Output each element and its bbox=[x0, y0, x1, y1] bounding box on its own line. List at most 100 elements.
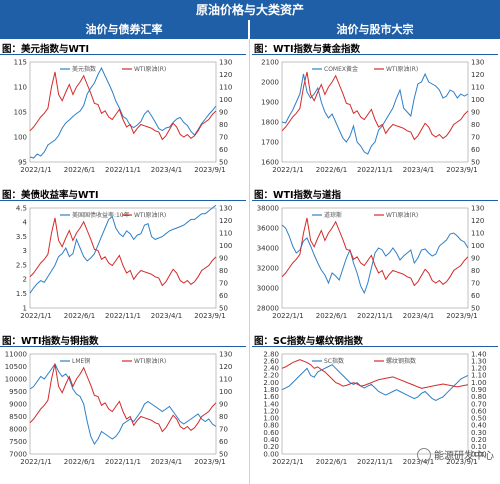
y-right-tick-label: 90 bbox=[471, 108, 480, 116]
x-tick-label: 2022/1/1 bbox=[20, 458, 51, 466]
y-left-tick-label: 1.60 bbox=[263, 393, 279, 401]
title-underline bbox=[252, 54, 498, 55]
y-left-tick-label: 0.80 bbox=[263, 422, 279, 430]
chart-treasury-wti: 1 1.5 2 2.5 3 3.5 4 4.5 50 60 70 80 90 100 110 120 130 20… bbox=[16, 204, 233, 320]
x-tick-label: 2022/1/1 bbox=[20, 166, 51, 174]
y-left-tick-label: 1900 bbox=[261, 98, 279, 106]
y-right-tick-label: 60 bbox=[471, 146, 480, 154]
legend-label: WTI原油(R) bbox=[386, 65, 418, 73]
y-right-tick-label: 100 bbox=[219, 96, 232, 104]
series-line bbox=[29, 71, 217, 141]
y-right-tick-label: 1.30 bbox=[471, 357, 487, 365]
section-header-left: 油价与债券汇率 bbox=[0, 20, 248, 39]
chart-sc-rebar: 0.000.200.400.600.801.001.201.401.601.80… bbox=[263, 350, 487, 466]
y-right-tick-label: 90 bbox=[219, 254, 228, 262]
y-right-tick-label: 100 bbox=[471, 242, 484, 250]
y-left-tick-label: 9000 bbox=[9, 400, 27, 408]
x-tick-label: 2022/6/1 bbox=[316, 458, 347, 466]
title-underline bbox=[0, 346, 246, 347]
y-right-tick-label: 130 bbox=[219, 350, 232, 358]
section-header-right: 油价与股市大宗 bbox=[250, 20, 500, 39]
y-right-tick-label: 50 bbox=[471, 158, 480, 166]
series-line bbox=[281, 364, 469, 401]
x-tick-label: 2023/9/1 bbox=[194, 458, 225, 466]
y-right-tick-label: 50 bbox=[471, 304, 480, 312]
x-tick-label: 2022/6/1 bbox=[64, 458, 95, 466]
column-divider bbox=[249, 39, 250, 484]
legend-label: 美元指数 bbox=[72, 65, 96, 73]
plot-frame bbox=[29, 353, 217, 455]
y-right-tick-label: 60 bbox=[219, 292, 228, 300]
y-left-tick-label: 4 bbox=[23, 219, 28, 227]
series-line bbox=[281, 71, 469, 141]
y-left-tick-label: 2.5 bbox=[16, 261, 27, 269]
series-line bbox=[281, 224, 469, 295]
x-tick-label: 2023/9/1 bbox=[194, 312, 225, 320]
x-tick-label: 2022/1/1 bbox=[20, 312, 51, 320]
chart-panel-usd-wti: 图：美元指数与WTI 95 100 105 110 115 50 60 70 80 90 100 11… bbox=[0, 40, 246, 182]
chart-panel-sc-rebar: 图：SC指数与螺纹钢指数 0.00 0.20 0.40 0.60 0.80 1.00 1.2… bbox=[252, 332, 498, 474]
title-underline bbox=[0, 200, 246, 201]
y-left-tick-label: 36000 bbox=[257, 224, 279, 232]
y-left-tick-label: 1 bbox=[23, 304, 27, 312]
y-left-tick-label: 1.5 bbox=[16, 290, 27, 298]
y-right-tick-label: 90 bbox=[219, 108, 228, 116]
y-right-tick-label: 120 bbox=[219, 71, 232, 79]
y-left-tick-label: 110 bbox=[14, 83, 27, 91]
y-left-tick-label: 100 bbox=[14, 133, 27, 141]
y-right-tick-label: 130 bbox=[219, 204, 232, 212]
title-underline bbox=[0, 54, 246, 55]
legend-label: WTI原油(R) bbox=[134, 65, 166, 73]
y-right-tick-label: 120 bbox=[471, 217, 484, 225]
x-tick-label: 2022/1/1 bbox=[272, 458, 303, 466]
y-left-tick-label: 8000 bbox=[9, 425, 27, 433]
y-right-tick-label: 110 bbox=[471, 83, 484, 91]
y-right-tick-label: 110 bbox=[219, 83, 232, 91]
y-right-tick-label: 70 bbox=[219, 279, 228, 287]
y-left-tick-label: 95 bbox=[18, 158, 27, 166]
chart-title: 图：WTI指数与铜指数 bbox=[2, 336, 99, 347]
y-right-tick-label: 80 bbox=[219, 267, 228, 275]
x-tick-label: 2022/6/1 bbox=[316, 166, 347, 174]
y-right-tick-label: 50 bbox=[219, 158, 228, 166]
x-tick-label: 2022/6/1 bbox=[64, 166, 95, 174]
y-left-tick-label: 30000 bbox=[257, 284, 279, 292]
x-tick-label: 2022/11/1 bbox=[357, 458, 393, 466]
y-right-tick-label: 80 bbox=[219, 121, 228, 129]
y-right-tick-label: 70 bbox=[471, 279, 480, 287]
y-right-tick-label: 0.90 bbox=[471, 386, 487, 394]
x-tick-label: 2023/9/1 bbox=[446, 312, 477, 320]
y-right-tick-label: 120 bbox=[471, 71, 484, 79]
watermark: 能源研发中心 bbox=[417, 447, 494, 462]
x-tick-label: 2022/11/1 bbox=[105, 458, 141, 466]
plot-frame bbox=[29, 61, 217, 163]
plot-frame bbox=[29, 207, 217, 309]
x-tick-label: 2022/11/1 bbox=[105, 166, 141, 174]
y-right-tick-label: 120 bbox=[219, 217, 232, 225]
legend-label: 道琼斯 bbox=[324, 211, 342, 219]
y-left-tick-label: 1600 bbox=[261, 158, 279, 166]
x-tick-label: 2023/4/1 bbox=[403, 312, 434, 320]
y-left-tick-label: 7000 bbox=[9, 450, 27, 458]
series-line bbox=[281, 217, 469, 287]
y-right-tick-label: 70 bbox=[219, 133, 228, 141]
x-tick-label: 2023/4/1 bbox=[151, 458, 182, 466]
y-left-tick-label: 2.60 bbox=[263, 357, 279, 365]
y-left-tick-label: 3.5 bbox=[16, 233, 27, 241]
x-tick-label: 2022/6/1 bbox=[316, 312, 347, 320]
x-tick-label: 2022/6/1 bbox=[64, 312, 95, 320]
y-right-tick-label: 0.60 bbox=[471, 407, 487, 415]
y-left-tick-label: 2 bbox=[23, 276, 27, 284]
y-right-tick-label: 0.30 bbox=[471, 429, 487, 437]
legend-label: 螺纹钢指数 bbox=[386, 357, 416, 365]
y-right-tick-label: 130 bbox=[219, 58, 232, 66]
y-right-tick-label: 60 bbox=[471, 292, 480, 300]
y-right-tick-label: 0.10 bbox=[471, 443, 487, 451]
y-right-tick-label: 110 bbox=[219, 375, 232, 383]
y-right-tick-label: 70 bbox=[471, 133, 480, 141]
series-line bbox=[29, 217, 217, 287]
x-tick-label: 2022/11/1 bbox=[357, 166, 393, 174]
y-left-tick-label: 7500 bbox=[9, 438, 27, 446]
x-tick-label: 2023/9/1 bbox=[194, 166, 225, 174]
chart-usd-wti: 95 100 105 110 115 50 60 70 80 90 100 110 120 130 2022… bbox=[14, 58, 233, 174]
